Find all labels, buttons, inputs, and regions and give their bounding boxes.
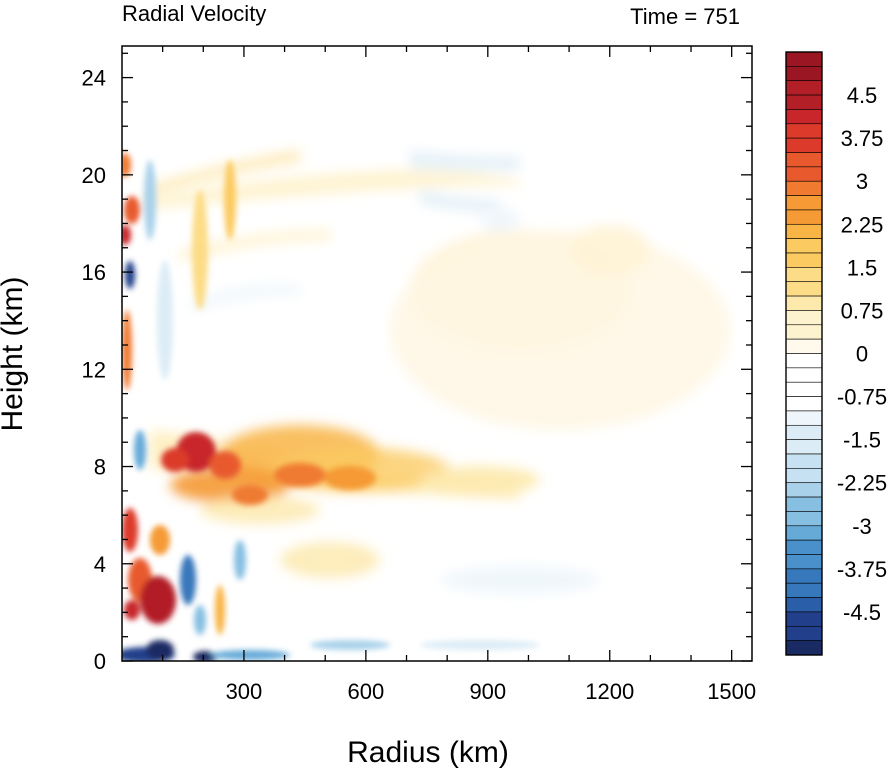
colorbar-box bbox=[785, 80, 823, 96]
colorbar-box bbox=[785, 539, 823, 555]
colorbar-tick-label: -0.75 bbox=[837, 385, 887, 410]
colorbar-box bbox=[785, 353, 823, 369]
colorbar-tick-label: -1.5 bbox=[843, 428, 881, 453]
y-tick-label: 24 bbox=[82, 66, 106, 91]
colorbar-tick-label: 3.75 bbox=[841, 126, 884, 151]
colorbar-tick-label: -3.75 bbox=[837, 557, 887, 582]
x-axis-ticks: 300 600 900 1200 1500 bbox=[161, 46, 756, 704]
colorbar-tick-label: -3 bbox=[852, 514, 872, 539]
colorbar-box bbox=[785, 180, 823, 196]
colorbar-box bbox=[785, 367, 823, 383]
x-tick-label: 1200 bbox=[585, 679, 634, 704]
colorbar-box bbox=[785, 195, 823, 211]
colorbar-box bbox=[785, 310, 823, 326]
colorbar-box bbox=[785, 396, 823, 412]
colorbar-tick-label: 1.5 bbox=[847, 255, 878, 280]
colorbar-tick-label: 0.75 bbox=[841, 298, 884, 323]
colorbar-box bbox=[785, 597, 823, 613]
colorbar-box bbox=[785, 582, 823, 598]
colorbar-box bbox=[785, 137, 823, 153]
colorbar-box bbox=[785, 640, 823, 656]
colorbar-box bbox=[785, 611, 823, 627]
y-tick-label: 20 bbox=[82, 163, 106, 188]
chart-title-right: Time = 751 bbox=[630, 4, 740, 29]
colorbar-box bbox=[785, 453, 823, 469]
colorbar-tick-label: 3 bbox=[856, 169, 868, 194]
colorbar-box bbox=[785, 439, 823, 455]
colorbar-box bbox=[785, 51, 823, 67]
colorbar-box bbox=[785, 496, 823, 512]
colorbar-box bbox=[785, 267, 823, 283]
colorbar-box bbox=[785, 252, 823, 268]
colorbar-box bbox=[785, 511, 823, 527]
colorbar-box bbox=[785, 209, 823, 225]
colorbar-frame bbox=[785, 51, 823, 656]
colorbar-box bbox=[785, 109, 823, 125]
y-tick-label: 0 bbox=[94, 649, 106, 674]
colorbar-tick-label: 0 bbox=[856, 342, 868, 367]
colorbar-box bbox=[785, 625, 823, 641]
x-axis-label: Radius (km) bbox=[347, 736, 509, 769]
colorbar-box bbox=[785, 123, 823, 139]
x-tick-label: 600 bbox=[348, 679, 385, 704]
x-tick-label: 1500 bbox=[707, 679, 756, 704]
colorbar: 4.5 3.75 3 2.25 1.5 0.75 0 -0.75 -1.5 -2.25 -3 -3.7… bbox=[785, 51, 887, 656]
colorbar-box bbox=[785, 94, 823, 110]
colorbar-box bbox=[785, 468, 823, 484]
colorbar-box bbox=[785, 295, 823, 311]
y-tick-label: 12 bbox=[82, 357, 106, 382]
colorbar-box bbox=[785, 66, 823, 82]
colorbar-tick-label: -4.5 bbox=[843, 600, 881, 625]
colorbar-box bbox=[785, 525, 823, 541]
y-tick-label: 16 bbox=[82, 260, 106, 285]
colorbar-tick-label: -2.25 bbox=[837, 471, 887, 496]
heatmap-field bbox=[122, 46, 752, 661]
colorbar-box bbox=[785, 482, 823, 498]
colorbar-box bbox=[785, 338, 823, 354]
colorbar-box bbox=[785, 281, 823, 297]
y-tick-label: 4 bbox=[94, 552, 106, 577]
colorbar-box bbox=[785, 424, 823, 440]
colorbar-box bbox=[785, 554, 823, 570]
colorbar-tick-label: 4.5 bbox=[847, 83, 878, 108]
y-axis-ticks: 0 4 8 12 16 20 24 bbox=[82, 52, 752, 674]
colorbar-box bbox=[785, 568, 823, 584]
colorbar-box bbox=[785, 324, 823, 340]
y-tick-label: 8 bbox=[94, 455, 106, 480]
chart-title-left: Radial Velocity bbox=[122, 1, 266, 26]
colorbar-box bbox=[785, 381, 823, 397]
colorbar-box bbox=[785, 166, 823, 182]
plot-frame bbox=[121, 45, 753, 662]
colorbar-box bbox=[785, 223, 823, 239]
y-axis-label: Height (km) bbox=[0, 276, 29, 431]
x-tick-label: 900 bbox=[469, 679, 506, 704]
colorbar-tick-label: 2.25 bbox=[841, 212, 884, 237]
colorbar-box bbox=[785, 410, 823, 426]
middle-warm-plume bbox=[390, 208, 730, 430]
colorbar-box bbox=[785, 152, 823, 168]
colorbar-box bbox=[785, 238, 823, 254]
core-features bbox=[122, 153, 540, 661]
x-tick-label: 300 bbox=[226, 679, 263, 704]
